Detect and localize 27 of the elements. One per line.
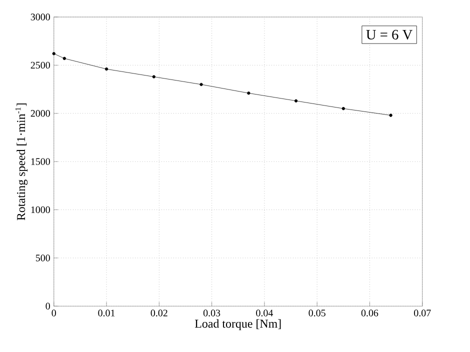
x-axis-title: Load torque [Nm] [194,320,281,330]
x-tick-label: 0.06 [361,310,378,317]
y-tick-label: 2000 [30,110,50,117]
x-tick-label: 0.01 [98,310,115,317]
point [294,100,298,103]
y-tick-label: 1500 [31,158,50,166]
annotation: U = 6 V [366,30,412,40]
point [52,52,56,56]
x-tick-label: 0.02 [150,310,168,317]
x-tick-label: 0.04 [256,310,274,317]
x-tick-label: 0.07 [414,310,431,317]
y-tick-label: 500 [36,254,50,262]
y-tick-label: 3000 [30,14,50,21]
y-tick-label: 2500 [30,62,50,69]
point [62,57,66,60]
y-axis-title: Rotating speed [1·min$^{-1}$] [15,104,28,220]
point [104,68,108,71]
x-tick-label: 0.05 [308,310,326,317]
point [200,83,203,86]
x-tick-label: 0 [52,310,56,317]
point [389,114,392,118]
y-tick-label: 1000 [31,206,50,214]
y-tick-label: 0 [46,303,50,310]
x-tick-label: 0.03 [203,310,220,317]
point [152,75,156,79]
point [342,107,345,110]
point [247,92,250,95]
